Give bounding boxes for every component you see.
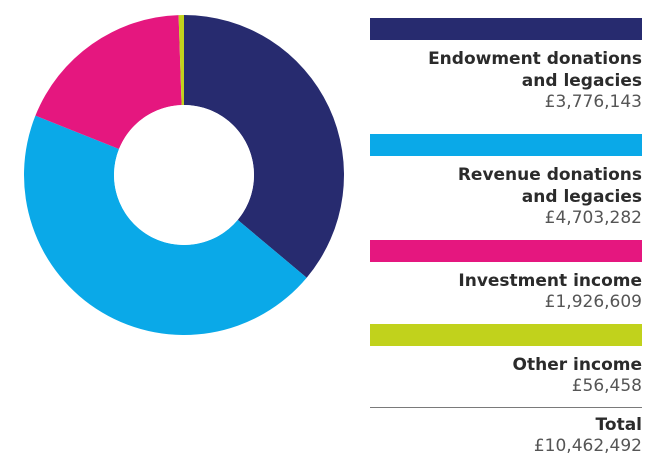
donut-hole <box>114 105 254 245</box>
legend: Endowment donations and legacies £3,776,… <box>370 18 642 410</box>
donut-slice-3 <box>35 15 182 150</box>
legend-label-line2: and legacies <box>521 71 642 91</box>
legend-swatch-revenue <box>370 134 642 156</box>
legend-value: £4,703,282 <box>544 208 642 228</box>
legend-label-line1: Revenue donations <box>457 165 642 185</box>
legend-label-line2: and legacies <box>521 187 642 207</box>
legend-value: £3,776,143 <box>544 92 642 112</box>
legend-swatch-investment <box>370 240 642 262</box>
legend-label: Revenue donations and legacies <box>370 164 642 208</box>
legend-label: Investment income <box>458 271 642 291</box>
donut-chart <box>23 15 345 336</box>
legend-item-endowment: Endowment donations and legacies £3,776,… <box>370 18 642 134</box>
legend-value: £56,458 <box>571 376 642 396</box>
donut-slice-1 <box>184 15 345 278</box>
total-label: Total <box>595 415 642 435</box>
legend-label: Other income <box>512 355 642 375</box>
legend-value: £1,926,609 <box>544 292 642 312</box>
legend-item-revenue: Revenue donations and legacies £4,703,28… <box>370 134 642 240</box>
donut-slice-4 <box>178 15 184 106</box>
total-value: £10,462,492 <box>533 436 642 456</box>
legend-label: Endowment donations and legacies <box>370 48 642 92</box>
legend-label-line1: Endowment donations <box>428 49 642 69</box>
total-block: Total £10,462,492 <box>370 414 642 456</box>
donut-slice-2 <box>23 115 307 336</box>
legend-swatch-endowment <box>370 18 642 40</box>
legend-item-investment: Investment income £1,926,609 <box>370 240 642 324</box>
legend-item-other: Other income £56,458 <box>370 324 642 410</box>
legend-swatch-other <box>370 324 642 346</box>
total-divider <box>370 407 642 408</box>
